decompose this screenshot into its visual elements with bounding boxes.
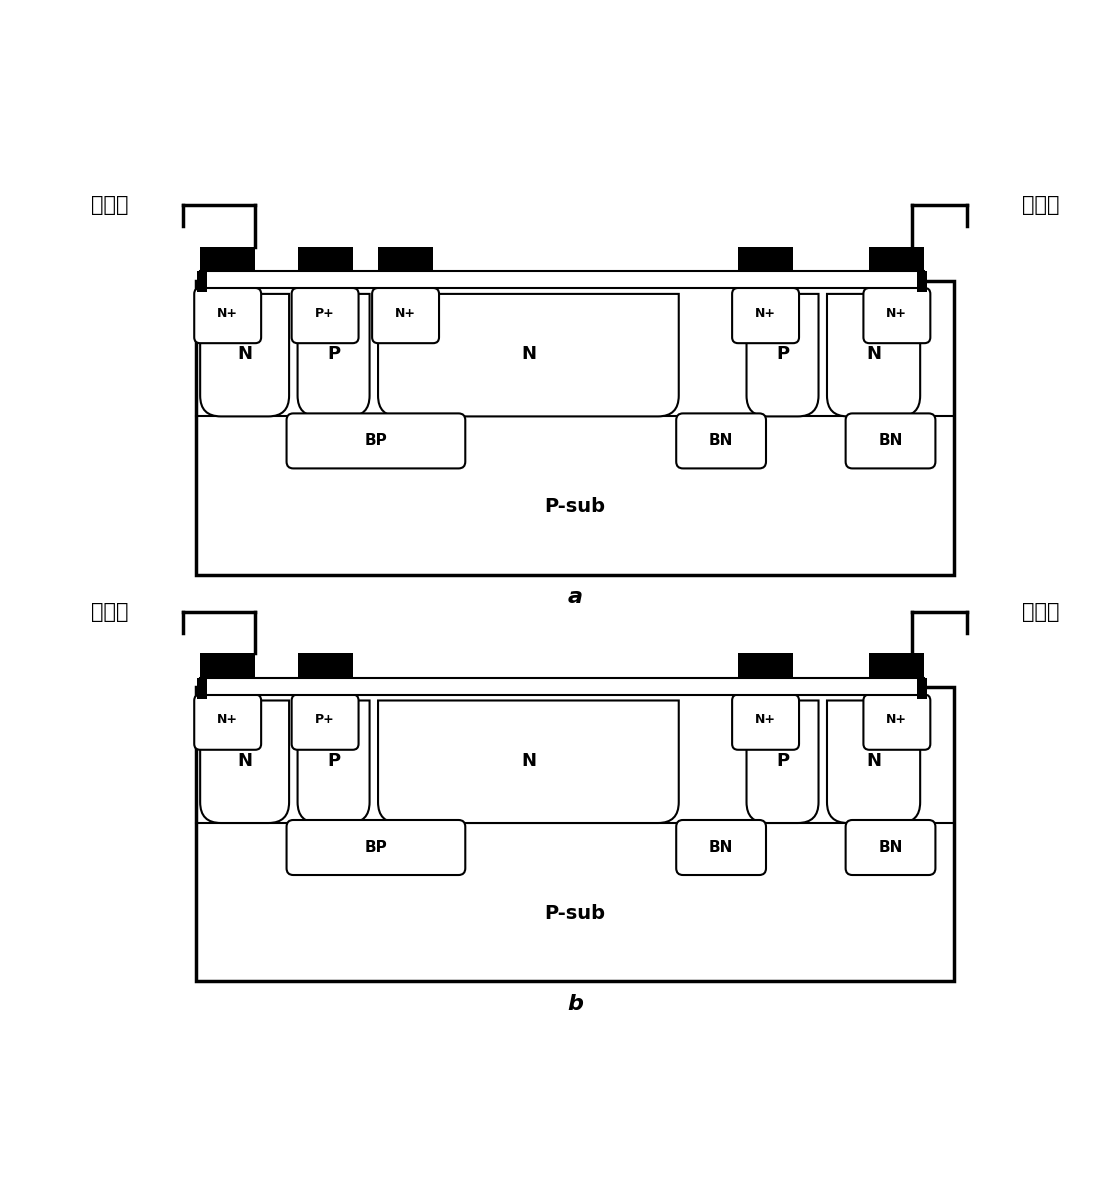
FancyBboxPatch shape xyxy=(863,288,930,343)
Text: P: P xyxy=(327,346,340,363)
PathPatch shape xyxy=(827,294,920,417)
FancyBboxPatch shape xyxy=(292,288,359,343)
Text: BN: BN xyxy=(879,433,903,448)
Bar xyxy=(869,247,925,271)
FancyBboxPatch shape xyxy=(292,695,359,749)
Bar xyxy=(197,271,208,291)
Bar xyxy=(917,677,928,699)
Text: N+: N+ xyxy=(755,307,776,320)
Text: 高压区: 高压区 xyxy=(1022,196,1059,215)
FancyBboxPatch shape xyxy=(195,288,261,343)
Text: 高压区: 高压区 xyxy=(1022,602,1059,622)
Text: N+: N+ xyxy=(395,307,416,320)
PathPatch shape xyxy=(378,701,679,822)
Bar xyxy=(200,654,256,677)
Bar xyxy=(378,247,433,271)
FancyBboxPatch shape xyxy=(732,288,799,343)
Text: 低压区: 低压区 xyxy=(91,602,128,622)
PathPatch shape xyxy=(827,701,920,822)
FancyBboxPatch shape xyxy=(677,413,766,468)
FancyBboxPatch shape xyxy=(286,820,466,876)
PathPatch shape xyxy=(378,294,679,417)
PathPatch shape xyxy=(747,294,819,417)
Text: P: P xyxy=(327,752,340,769)
Bar xyxy=(869,654,925,677)
Text: BN: BN xyxy=(709,433,733,448)
Bar xyxy=(738,654,794,677)
Bar xyxy=(200,247,256,271)
PathPatch shape xyxy=(200,701,289,822)
PathPatch shape xyxy=(747,701,819,822)
FancyBboxPatch shape xyxy=(372,288,439,343)
Text: P+: P+ xyxy=(315,307,334,320)
Text: b: b xyxy=(567,994,583,1014)
Text: BP: BP xyxy=(365,840,387,856)
Text: P-sub: P-sub xyxy=(544,498,606,517)
FancyBboxPatch shape xyxy=(677,820,766,876)
FancyBboxPatch shape xyxy=(863,695,930,749)
Bar xyxy=(297,654,353,677)
Text: N: N xyxy=(521,752,536,769)
Text: N+: N+ xyxy=(218,307,238,320)
Text: P: P xyxy=(776,752,789,769)
FancyBboxPatch shape xyxy=(195,695,261,749)
Text: N+: N+ xyxy=(886,307,907,320)
Bar xyxy=(197,677,208,699)
Text: BN: BN xyxy=(709,840,733,856)
Text: BP: BP xyxy=(365,433,387,448)
Bar xyxy=(200,677,925,695)
Bar xyxy=(196,281,954,575)
Text: P-sub: P-sub xyxy=(544,904,606,923)
Text: N: N xyxy=(866,346,881,363)
Bar xyxy=(738,247,794,271)
Bar xyxy=(297,247,353,271)
Text: N: N xyxy=(237,346,252,363)
Text: N: N xyxy=(521,346,536,363)
Bar xyxy=(196,687,954,982)
Text: N+: N+ xyxy=(886,714,907,727)
FancyBboxPatch shape xyxy=(732,695,799,749)
Text: N+: N+ xyxy=(755,714,776,727)
FancyBboxPatch shape xyxy=(846,413,936,468)
Text: P: P xyxy=(776,346,789,363)
PathPatch shape xyxy=(297,701,369,822)
Text: N: N xyxy=(237,752,252,769)
PathPatch shape xyxy=(297,294,369,417)
Text: 低压区: 低压区 xyxy=(91,196,128,215)
FancyBboxPatch shape xyxy=(286,413,466,468)
PathPatch shape xyxy=(200,294,289,417)
Text: a: a xyxy=(567,588,583,608)
Text: N+: N+ xyxy=(218,714,238,727)
Bar xyxy=(200,271,925,288)
Text: P+: P+ xyxy=(315,714,334,727)
Bar xyxy=(917,271,928,291)
FancyBboxPatch shape xyxy=(846,820,936,876)
Text: BN: BN xyxy=(879,840,903,856)
Text: N: N xyxy=(866,752,881,769)
